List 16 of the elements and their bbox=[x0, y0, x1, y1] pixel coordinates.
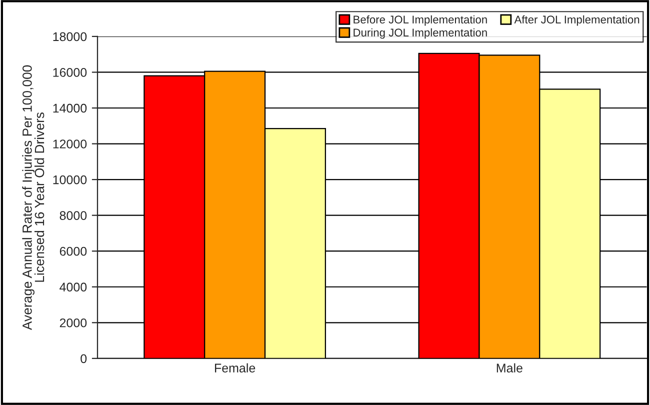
legend-label: Before JOL Implementation bbox=[354, 15, 487, 26]
y-tick-label: 0 bbox=[80, 354, 87, 364]
y-tick-label: 12000 bbox=[53, 140, 87, 148]
y-tick-label: 8000 bbox=[60, 211, 87, 220]
legend-label: After JOL Implementation bbox=[514, 15, 640, 26]
y-axis-title: Average Annual Rater of Injuries Per 100,000 Licensed 16 Year Old Drivers bbox=[22, 65, 44, 330]
y-tick-label: 4000 bbox=[60, 282, 87, 292]
x-tick-label: Female bbox=[215, 363, 256, 372]
y-tick-label: 2000 bbox=[60, 318, 87, 328]
y-tick-label: 16000 bbox=[53, 68, 87, 77]
y-tick-label: 10000 bbox=[53, 175, 87, 184]
x-tick-label: Male bbox=[496, 363, 522, 372]
y-tick-label: 6000 bbox=[60, 246, 87, 256]
y-tick-label: 14000 bbox=[53, 104, 87, 113]
legend-label: During JOL Implementation bbox=[354, 28, 487, 39]
y-tick-label: 18000 bbox=[53, 32, 87, 42]
